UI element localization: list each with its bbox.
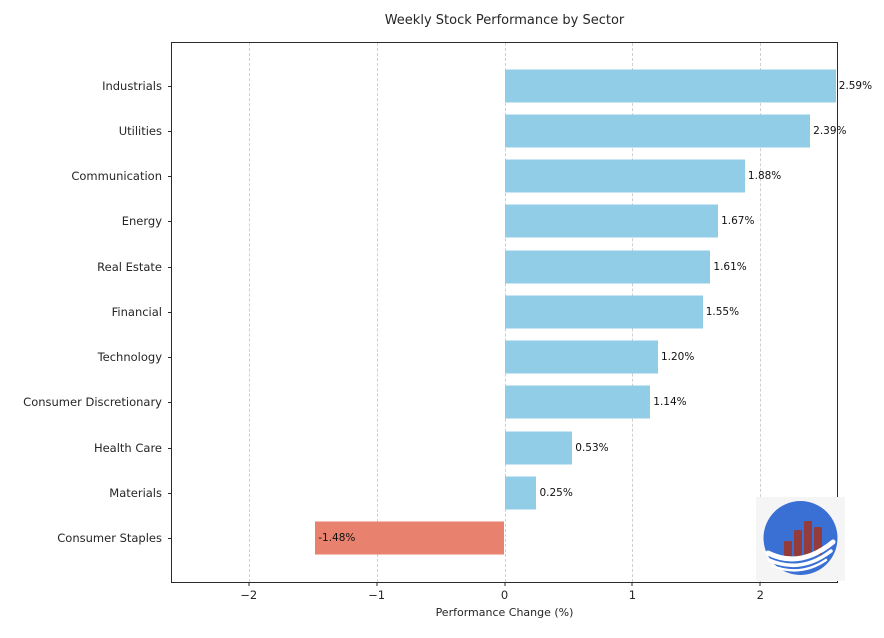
x-tick-label: −1 [368,588,386,602]
y-tick-mark [168,311,172,313]
value-label: -1.48% [318,532,356,545]
value-label: 1.67% [721,215,755,228]
x-tick-label: 0 [500,588,509,602]
value-label: 1.88% [747,170,782,183]
category-label: Real Estate [97,259,162,274]
category-label: Health Care [93,440,162,455]
bar-row: Health Care 0.53% [94,425,837,470]
bar-row: Consumer Discretionary 1.14% [23,380,837,425]
value-label: 1.61% [713,260,747,273]
value-label: 1.55% [705,305,740,318]
y-tick-mark [168,357,172,359]
y-tick-mark [168,221,172,223]
bar-row: Materials 0.25% [109,470,837,515]
bar-positive [504,204,719,238]
y-tick-mark [168,538,172,540]
bar-row: Consumer Staples -1.48% [57,516,837,561]
bar-positive [504,250,711,284]
category-label: Materials [109,486,162,501]
gridline-x-2 [248,43,250,582]
y-tick-mark [168,176,172,178]
y-tick-mark [168,130,172,132]
bar-positive [504,385,651,419]
bar-positive [504,159,745,193]
y-tick-mark [168,402,172,404]
category-label: Communication [71,169,162,184]
bar-row: Utilities 2.39% [119,108,847,153]
y-tick-mark [168,447,172,449]
bar-row: Real Estate 1.61% [97,244,837,289]
bar-positive [504,114,811,148]
bar-rows: Industrials 2.59% Utilities 2.39% Communicat… [23,63,872,561]
bar-negative [315,521,505,555]
category-label: Consumer Discretionary [23,395,162,410]
logo-bars [784,521,822,557]
value-label: 2.59% [838,79,873,92]
x-tick-label: 1 [628,588,637,602]
bar-positive [504,295,703,329]
value-label: 1.14% [653,396,687,409]
value-label: 0.25% [539,487,573,500]
logo-graphic [756,497,845,581]
category-label: Industrials [102,78,162,93]
bar-row: Technology 1.20% [98,335,837,380]
chart-title: Weekly Stock Performance by Sector [384,13,625,28]
logo-swoosh [765,539,836,572]
x-axis-label: Performance Change (%) [435,606,574,619]
x-tick-mark [504,582,505,586]
category-label: Consumer Staples [57,531,162,546]
stock-growth-logo [756,497,845,581]
bar-positive [504,69,836,103]
value-label: 2.39% [813,124,847,137]
plot-area: −2 −1 0 1 2 Industrials 2.59% Utilities 2.39% Com… [23,42,872,602]
bar-row: Financial 1.55% [112,289,837,334]
bar-positive [504,431,573,465]
x-tick-mark [376,582,378,586]
bar-positive [504,340,658,374]
bar-positive [504,476,537,510]
x-tick-label: −2 [240,588,258,602]
category-label: Financial [111,304,162,319]
bar-row: Communication 1.88% [71,154,837,199]
y-tick-mark [168,493,172,495]
gridline-x-1 [376,43,378,582]
bar-row: Industrials 2.59% [102,63,872,108]
category-label: Utilities [118,123,162,138]
y-tick-mark [168,266,172,268]
value-label: 1.20% [660,351,695,364]
category-label: Energy [121,214,162,229]
x-tick-mark [759,582,761,586]
value-label: 0.53% [575,441,609,454]
y-tick-mark [168,85,172,87]
x-tick-label: 2 [756,588,764,602]
category-label: Technology [97,350,162,365]
gridline-x2 [760,43,762,582]
bar-row: Energy 1.67% [122,199,837,244]
x-tick-mark [631,582,633,586]
x-tick-mark [248,582,250,586]
